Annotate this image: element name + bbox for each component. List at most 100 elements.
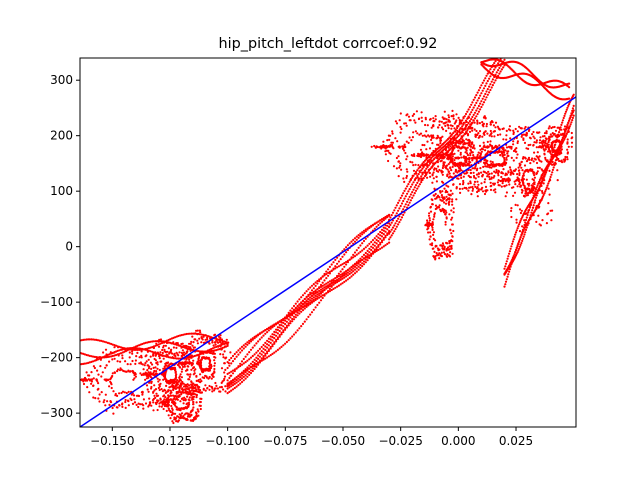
scatter-point [148, 374, 151, 377]
scatter-point [480, 84, 483, 87]
scatter-point [409, 160, 412, 163]
scatter-point [217, 341, 220, 344]
scatter-point [248, 358, 251, 361]
scatter-point [362, 263, 366, 266]
scatter-point [174, 357, 177, 360]
scatter-point [167, 394, 170, 397]
scatter-point [466, 152, 469, 155]
scatter-point [233, 386, 236, 390]
scatter-point [450, 158, 453, 161]
scatter-point [471, 121, 474, 124]
scatter-point [461, 135, 464, 139]
scatter-point [483, 131, 486, 134]
scatter-point [96, 380, 99, 383]
scatter-point [444, 223, 447, 226]
scatter-point [105, 379, 108, 382]
scatter-point [325, 287, 328, 290]
scatter-point [314, 292, 317, 295]
scatter-point [154, 388, 158, 391]
scatter-point [239, 382, 242, 385]
scatter-point [394, 227, 397, 231]
scatter-point [470, 123, 473, 126]
scatter-point [195, 393, 198, 396]
scatter-point [473, 104, 477, 107]
scatter-point [168, 351, 171, 354]
scatter-point [242, 379, 245, 382]
scatter-point [395, 204, 398, 207]
scatter-point [516, 140, 520, 143]
scatter-point [240, 349, 244, 352]
scatter-point [444, 213, 447, 216]
scatter-point [352, 264, 355, 267]
scatter-point [285, 320, 288, 323]
scatter-point [464, 158, 467, 161]
scatter-point [468, 186, 471, 189]
scatter-point [516, 185, 519, 188]
scatter-point [264, 329, 267, 332]
scatter-point [485, 90, 488, 93]
scatter-point [463, 115, 466, 118]
scatter-point [215, 384, 218, 387]
scatter-point [177, 415, 180, 418]
scatter-point [486, 79, 489, 83]
scatter-point [397, 223, 400, 226]
scatter-point [180, 376, 183, 379]
scatter-point [183, 388, 187, 391]
scatter-point [399, 112, 402, 115]
scatter-point [470, 103, 473, 106]
scatter-point [187, 404, 190, 407]
scatter-point [321, 281, 324, 284]
scatter-point [126, 363, 129, 366]
scatter-point [432, 255, 435, 258]
scatter-point [171, 408, 174, 411]
scatter-point [493, 135, 496, 138]
scatter-point [111, 354, 114, 358]
scatter-point [159, 338, 163, 341]
scatter-point [451, 240, 454, 243]
scatter-point [169, 394, 172, 397]
scatter-point [192, 419, 195, 422]
scatter-point [468, 158, 471, 161]
scatter-point [546, 159, 549, 162]
scatter-point [539, 136, 542, 139]
scatter-point [188, 399, 191, 402]
scatter-point [190, 413, 193, 417]
scatter-point [266, 339, 269, 342]
scatter-point [118, 404, 121, 407]
scatter-point [556, 169, 559, 172]
scatter-point [92, 338, 95, 341]
scatter-point [452, 207, 455, 210]
scatter-point [510, 156, 513, 159]
scatter-point [442, 251, 446, 254]
scatter-point [389, 216, 392, 219]
scatter-point [343, 274, 346, 277]
scatter-point [459, 153, 462, 156]
scatter-point [429, 205, 432, 208]
scatter-point [480, 171, 483, 174]
scatter-point [90, 380, 93, 383]
scatter-point [456, 126, 459, 130]
scatter-point [451, 124, 454, 128]
scatter-point [382, 238, 385, 241]
scatter-point [511, 194, 515, 197]
scatter-point [385, 149, 388, 152]
scatter-point [384, 153, 387, 156]
scatter-point [410, 139, 413, 142]
scatter-point [144, 378, 147, 381]
scatter-point [332, 261, 335, 264]
scatter-point [548, 135, 551, 138]
scatter-point [531, 188, 534, 192]
scatter-point [523, 127, 526, 130]
scatter-point [407, 204, 410, 207]
scatter-point [433, 212, 436, 215]
scatter-point [451, 216, 454, 219]
scatter-point [88, 338, 91, 341]
scatter-point [359, 244, 362, 247]
scatter-point [121, 357, 124, 360]
scatter-point [211, 386, 214, 389]
scatter-point [150, 385, 153, 389]
scatter-point [284, 326, 287, 330]
scatter-point [244, 374, 247, 377]
scatter-point [570, 145, 573, 148]
scatter-point [434, 204, 438, 207]
